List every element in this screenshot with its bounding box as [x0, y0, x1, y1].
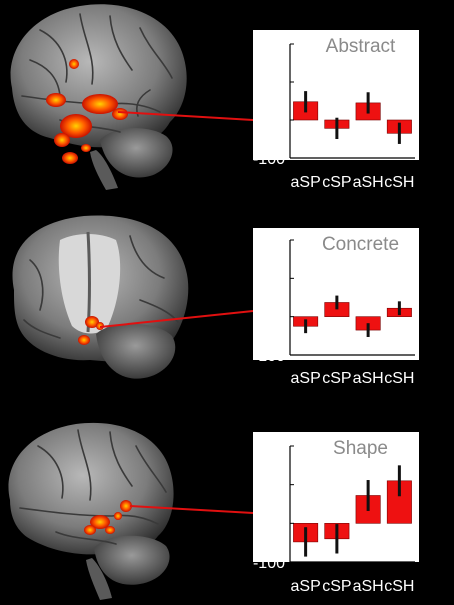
y-tick-label: 0 [276, 516, 285, 533]
chart-title: Shape [333, 438, 388, 459]
x-tick-label: aSH [353, 578, 384, 595]
x-tick-label: aSH [353, 174, 384, 191]
activation-blobs [78, 316, 104, 345]
y-tick-label: 200 [258, 233, 285, 250]
sulci [19, 429, 167, 545]
chart-title: Abstract [326, 36, 396, 57]
x-tick-label: cSH [384, 578, 414, 595]
x-tick-label: aSP [291, 578, 321, 595]
x-tick-label: aSH [353, 370, 384, 387]
chart-panel [253, 228, 419, 360]
y-tick-label: 100 [258, 271, 285, 288]
x-tick-label: aSP [291, 370, 321, 387]
brainstem [90, 150, 118, 190]
connector-lines [99, 111, 254, 514]
brain-image-concrete [12, 215, 189, 379]
cerebellum [96, 323, 176, 379]
y-tick-label: 100 [258, 478, 285, 495]
brain-image-shape [8, 422, 174, 600]
x-tick-label: cSP [322, 174, 351, 191]
x-tick-label: cSH [384, 370, 414, 387]
connector-abstract [117, 111, 254, 121]
activation-blobs [46, 59, 128, 164]
y-tick-label: -100 [253, 555, 285, 572]
cerebellum [100, 128, 173, 178]
connector-shape [129, 505, 254, 514]
y-tick-label: -100 [253, 348, 285, 365]
chart-concrete: Concrete aSP cSP aSH cSH -100 0 100 200 [253, 228, 419, 387]
y-tick-label: -100 [253, 151, 285, 168]
brain-image-abstract [10, 4, 187, 190]
x-tick-label: cSP [322, 578, 351, 595]
y-tick-label: 200 [258, 439, 285, 456]
connector-concrete [99, 310, 254, 328]
brainstem [86, 558, 112, 600]
y-tick-label: 0 [276, 113, 285, 130]
x-tick-label: cSH [384, 174, 414, 191]
chart-title: Concrete [322, 234, 399, 255]
chart-shape: Shape aSP cSP aSH cSH -100 0 100 200 [253, 432, 419, 595]
x-tick-label: cSP [322, 370, 351, 387]
chart-abstract: Abstract aSP cSP aSH cSH -100 0 100 200 [253, 30, 419, 191]
cerebrum [10, 4, 187, 148]
cerebellum [94, 535, 170, 585]
x-tick-label: aSP [291, 174, 321, 191]
y-tick-label: 0 [276, 310, 285, 327]
y-tick-label: 200 [258, 37, 285, 54]
y-tick-label: 100 [258, 75, 285, 92]
activation-blobs [84, 500, 132, 535]
